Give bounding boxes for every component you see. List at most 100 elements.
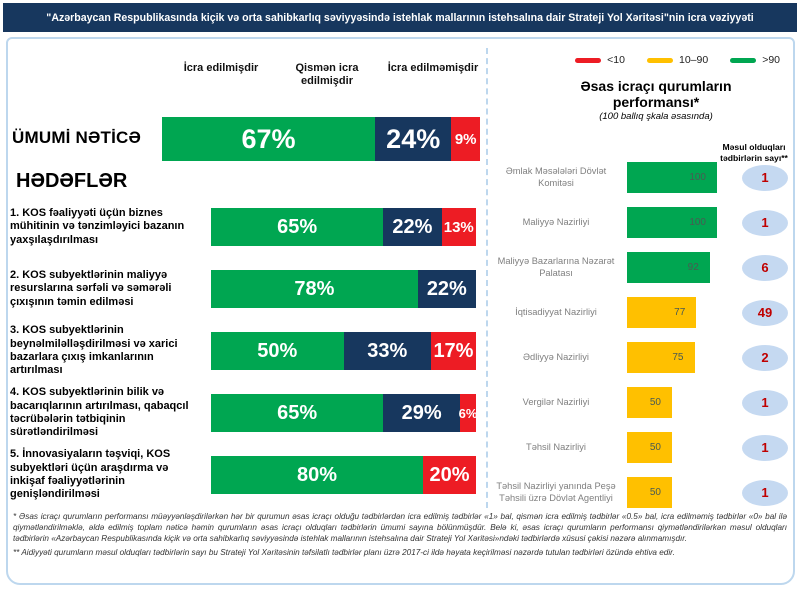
bar-segment-value: 78% [294,277,335,300]
bar-segment-value: 22% [392,215,433,238]
bar-segment-value: 80% [296,463,338,486]
measures-count-badge: 2 [742,344,788,371]
legend-label: 10–90 [678,54,709,66]
footnotes: * Əsas icraçı qurumların performansı müə… [13,512,787,562]
goal-row: 1. KOS fəaliyyəti üçün biznes mühitinin … [10,196,476,258]
goal-bar: 80% 20% [211,456,476,494]
bar-segment-done: 50% [211,332,344,370]
goal-label: 4. KOS subyektlərinin bilik və bacarıqla… [10,386,189,439]
bar-segment-partial: 22% [417,270,476,308]
agency-row: Vergilər Nazirliyi 50 1 [488,380,794,425]
score-bar: 50 [627,387,672,418]
score-value: 50 [649,487,661,498]
agency-performance-subtitle: (100 ballıq şkala əsasında) [599,111,713,123]
agency-label: Maliyyə Bazarlarına Nəzarət Palatası [497,256,615,278]
score-bar-track: 100 [627,207,717,238]
bar-segment-value: 50% [257,339,298,362]
bar-segment-value: 20% [429,463,470,486]
bar-segment-not-done: 9% [451,117,480,161]
column-header-partial: Qismən icra edilmişdir [295,62,359,87]
overall-result-label: ÜMUMİ NƏTİCƏ [12,128,142,147]
bar-segment-partial: 24% [375,117,452,161]
bar-segment-partial: 22% [383,208,442,246]
bar-segment-partial: 33% [343,332,431,370]
footnote-performance: * Əsas icraçı qurumların performansı müə… [13,512,787,543]
score-value: 92 [687,262,699,273]
legend-item: >90 [730,54,780,66]
bar-segment-not-done: 20% [423,456,476,494]
goal-bar: 50% 33% 17% [211,332,476,370]
bar-segment-done: 78% [211,270,418,308]
goal-row: 3. KOS subyektlərinin beynəlmiləlləşdiri… [10,320,476,382]
score-bar-track: 77 [627,297,717,328]
score-bar-track: 50 [627,432,717,463]
page-title: "Azərbaycan Respublikasında kiçik və ort… [3,3,797,32]
agency-label: Təhsil Nazirliyi yanında Peşə Təhsili üz… [496,481,616,503]
bar-segment-value: 22% [426,277,467,300]
goal-label: 3. KOS subyektlərinin beynəlmiləlləşdiri… [10,324,178,377]
agency-label: Ədliyyə Nazirliyi [523,351,589,362]
red-dash-icon [575,57,602,63]
bar-segment-value: 17% [433,339,474,362]
score-bar-track: 75 [627,342,717,373]
agency-row: Əmlak Məsələləri Dövlət Komitəsi 100 1 [488,155,794,200]
goals-chart: 1. KOS fəaliyyəti üçün biznes mühitinin … [10,196,478,506]
bar-segment-not-done: 17% [430,332,476,370]
yellow-dash-icon [646,57,673,63]
bar-segment-done: 67% [162,117,376,161]
score-bar: 75 [627,342,695,373]
measures-count-badge: 1 [742,479,788,506]
agency-performance-chart: Əmlak Məsələləri Dövlət Komitəsi 100 1 Mali… [488,155,794,515]
score-value: 50 [649,442,661,453]
score-value: 75 [672,352,684,363]
goal-row: 2. KOS subyektlərinin maliyyə resursları… [10,258,476,320]
legend: <10 10–90 >90 [575,54,780,66]
agency-row: Ədliyyə Nazirliyi 75 2 [488,335,794,380]
bar-segment-not-done: 13% [441,208,476,246]
agency-row: Təhsil Nazirliyi yanında Peşə Təhsili üz… [488,470,794,515]
score-bar-track: 50 [627,387,717,418]
column-header-not-done: İcra edilməmişdir [387,62,479,74]
bar-segment-value: 9% [454,130,477,148]
bar-segment-not-done: 6% [458,394,478,432]
score-bar: 92 [627,252,710,283]
measures-count-badge: 6 [742,254,788,281]
goal-label: 1. KOS fəaliyyəti üçün biznes mühitinin … [10,206,185,246]
score-value: 100 [689,217,706,228]
agency-label: Əmlak Məsələləri Dövlət Komitəsi [505,166,607,188]
agency-row: Maliyyə Nazirliyi 100 1 [488,200,794,245]
footnote-measures-count: ** Aidiyyəti qurumların məsul olduqları … [13,547,675,557]
bar-segment-done: 65% [211,208,384,246]
score-value: 77 [674,307,686,318]
legend-item: <10 [575,54,625,66]
legend-label: >90 [762,54,780,66]
agency-label: Təhsil Nazirliyi [526,441,586,452]
agency-label: Maliyyə Nazirliyi [522,216,590,227]
bar-segment-value: 13% [443,218,474,236]
score-bar: 100 [627,162,717,193]
measures-count-badge: 1 [742,164,788,191]
column-header-done: İcra edilmişdir [183,62,259,74]
score-bar-track: 50 [627,477,717,508]
bar-segment-value: 6% [458,405,478,421]
agency-label: Vergilər Nazirliyi [522,396,590,407]
bar-segment-done: 65% [211,394,384,432]
goal-bar: 78% 22% [211,270,476,308]
measures-count-badge: 1 [742,434,788,461]
measures-count-header: Məsul olduqları tədbirlərin sayı** [720,142,788,163]
goal-label: 2. KOS subyektlərinin maliyyə resursları… [10,268,172,308]
agency-performance-title-text: Əsas icraçı qurumların performansı* [580,78,732,111]
bar-segment-value: 67% [241,123,296,154]
score-value: 50 [649,397,661,408]
goals-heading: HƏDƏFLƏR [16,170,128,192]
overall-result-bar: 67% 24% 9% [162,117,480,161]
score-bar: 50 [627,432,672,463]
bar-segment-partial: 29% [383,394,461,432]
measures-count-badge: 1 [742,389,788,416]
bar-segment-value: 24% [386,123,441,154]
bar-segment-value: 29% [401,401,442,424]
legend-item: 10–90 [646,54,709,66]
score-bar-track: 100 [627,162,717,193]
agency-performance-title: Əsas icraçı qurumların performansı* (100… [540,78,772,123]
